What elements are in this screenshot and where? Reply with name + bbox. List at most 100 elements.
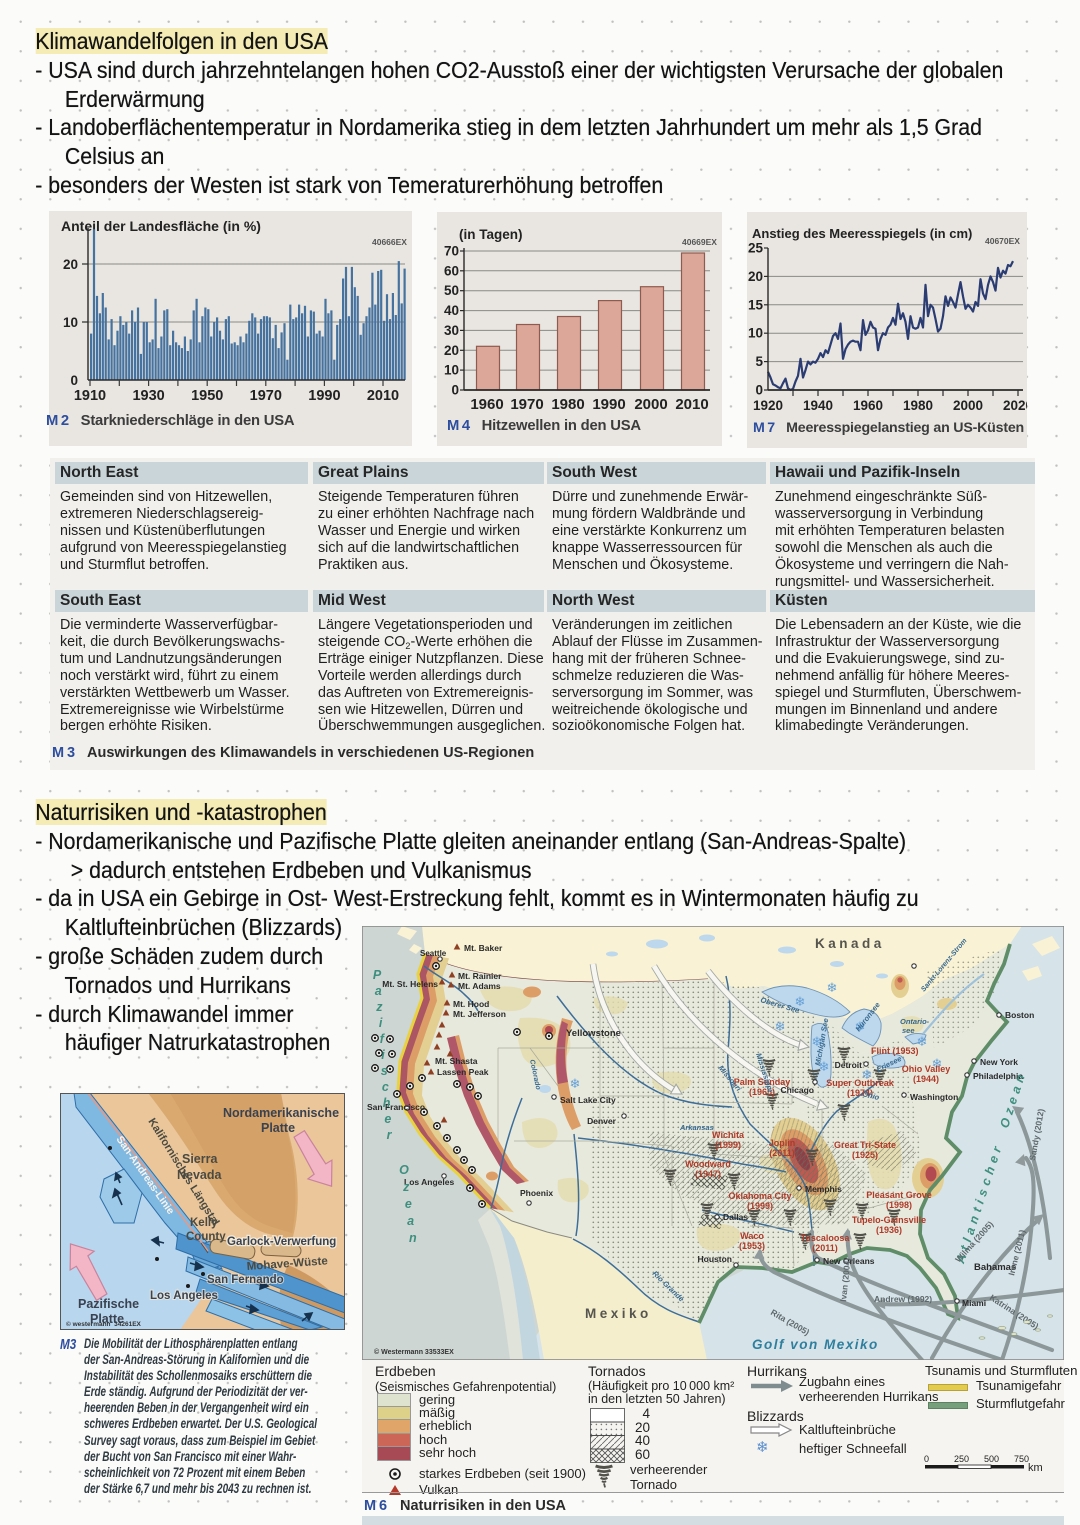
svg-text:Miami: Miami <box>962 1298 986 1308</box>
svg-text:(1974): (1974) <box>847 1088 873 1098</box>
svg-text:Los Angeles: Los Angeles <box>150 1290 218 1302</box>
svg-text:Chicago: Chicago <box>780 1085 814 1095</box>
svg-text:Golf von Mexiko: Golf von Mexiko <box>752 1337 879 1352</box>
svg-text:(1999): (1999) <box>715 1140 741 1150</box>
svg-text:Tuscaloosa: Tuscaloosa <box>801 1233 851 1243</box>
svg-text:Sierra: Sierra <box>182 1152 218 1166</box>
svg-text:Platte: Platte <box>261 1121 295 1135</box>
svg-text:40670EX: 40670EX <box>985 236 1020 246</box>
svg-text:Ohio Valley: Ohio Valley <box>902 1064 951 1074</box>
svg-text:i: i <box>381 1048 385 1062</box>
svg-text:❄︎: ❄︎ <box>917 1034 928 1049</box>
svg-text:Great Tri-State: Great Tri-State <box>834 1140 896 1150</box>
svg-text:❄︎: ❄︎ <box>570 1076 581 1091</box>
svg-text:Mt. Hood: Mt. Hood <box>453 999 489 1009</box>
svg-text:© Westermann 33533EX: © Westermann 33533EX <box>374 1348 454 1356</box>
svg-text:Nordamerikanische: Nordamerikanische <box>223 1106 339 1120</box>
svg-text:Platte: Platte <box>90 1312 124 1326</box>
svg-text:1950: 1950 <box>191 388 223 404</box>
svg-text:❄︎: ❄︎ <box>932 1056 943 1071</box>
svg-text:Garlock-Verwerfung: Garlock-Verwerfung <box>227 1236 336 1248</box>
svg-text:2010: 2010 <box>675 396 708 413</box>
svg-text:(1999): (1999) <box>747 1201 773 1211</box>
svg-text:1990: 1990 <box>308 388 340 404</box>
svg-text:Mohave-Wüste: Mohave-Wüste <box>246 1255 328 1273</box>
svg-text:(2011): (2011) <box>812 1243 838 1253</box>
svg-text:a: a <box>407 1214 414 1228</box>
svg-text:Mt. Jefferson: Mt. Jefferson <box>453 1009 506 1019</box>
svg-text:© westermann 34261EX: © westermann 34261EX <box>66 1320 142 1328</box>
svg-text:z: z <box>402 1180 410 1194</box>
svg-text:Flint (1953): Flint (1953) <box>871 1046 919 1056</box>
svg-text:Pazifische: Pazifische <box>78 1297 139 1311</box>
svg-text:25: 25 <box>748 241 764 256</box>
svg-text:e: e <box>405 1197 412 1211</box>
svg-text:250: 250 <box>954 1454 969 1464</box>
svg-text:Arkansas: Arkansas <box>679 1123 714 1132</box>
svg-text:20: 20 <box>444 343 459 358</box>
svg-text:e: e <box>384 1112 391 1126</box>
svg-text:30: 30 <box>444 323 459 338</box>
svg-text:1970: 1970 <box>250 388 282 404</box>
svg-text:1960: 1960 <box>470 396 503 413</box>
svg-text:Detroit: Detroit <box>835 1060 863 1070</box>
svg-text:2010: 2010 <box>367 388 399 404</box>
svg-text:Ontario-: Ontario- <box>900 1017 930 1026</box>
svg-text:❄︎: ❄︎ <box>812 1034 823 1049</box>
svg-text:50: 50 <box>444 283 459 298</box>
svg-text:1930: 1930 <box>132 388 164 404</box>
svg-text:1980: 1980 <box>551 396 584 413</box>
svg-text:s: s <box>381 1064 388 1078</box>
svg-text:(1965): (1965) <box>749 1087 775 1097</box>
svg-text:Kanada: Kanada <box>815 936 885 951</box>
svg-text:40666EX: 40666EX <box>372 237 407 247</box>
svg-text:15: 15 <box>748 297 764 312</box>
svg-text:Mexiko: Mexiko <box>585 1306 652 1321</box>
svg-text:Dallas: Dallas <box>723 1212 748 1222</box>
svg-text:(2011): (2011) <box>769 1148 795 1158</box>
svg-text:Pleasant Grove: Pleasant Grove <box>866 1190 932 1200</box>
svg-text:0: 0 <box>924 1454 929 1464</box>
svg-text:San Francisco: San Francisco <box>367 1102 425 1112</box>
svg-text:Andrew (1992): Andrew (1992) <box>874 1294 932 1304</box>
svg-text:Nevada: Nevada <box>177 1168 223 1182</box>
svg-text:Super Outbreak: Super Outbreak <box>826 1078 895 1088</box>
svg-text:Wichita: Wichita <box>712 1130 745 1140</box>
svg-text:Memphis: Memphis <box>805 1184 842 1194</box>
svg-text:1920: 1920 <box>753 398 783 413</box>
svg-text:❄︎: ❄︎ <box>795 994 806 1009</box>
svg-text:Phoenix: Phoenix <box>520 1188 553 1198</box>
svg-text:Salt Lake City: Salt Lake City <box>560 1095 616 1105</box>
svg-text:Bahamas: Bahamas <box>974 1262 1016 1273</box>
svg-text:2000: 2000 <box>953 398 983 413</box>
svg-text:Tupelo-Gainsville: Tupelo-Gainsville <box>852 1215 926 1225</box>
svg-text:1960: 1960 <box>853 398 883 413</box>
svg-text:P: P <box>373 968 382 982</box>
svg-text:(1998): (1998) <box>886 1200 912 1210</box>
svg-text:Mt. Shasta: Mt. Shasta <box>435 1056 478 1066</box>
svg-text:i: i <box>379 1016 383 1030</box>
svg-text:Ivan (2004): Ivan (2004) <box>838 1257 853 1302</box>
svg-text:2000: 2000 <box>634 396 667 413</box>
svg-text:40: 40 <box>444 303 459 318</box>
svg-text:1910: 1910 <box>74 388 106 404</box>
svg-text:(in Tagen): (in Tagen) <box>459 227 523 242</box>
svg-text:New Orleans: New Orleans <box>823 1256 875 1266</box>
svg-text:❄︎: ❄︎ <box>827 980 838 995</box>
svg-text:750: 750 <box>1014 1454 1029 1464</box>
svg-text:40669EX: 40669EX <box>682 237 717 247</box>
svg-text:r: r <box>387 1128 393 1142</box>
svg-text:(1944): (1944) <box>913 1074 939 1084</box>
svg-text:z: z <box>375 1000 383 1014</box>
svg-text:500: 500 <box>984 1454 999 1464</box>
svg-text:Houston: Houston <box>698 1254 732 1264</box>
svg-text:60: 60 <box>444 263 459 278</box>
svg-text:County: County <box>186 1231 226 1243</box>
svg-text:km: km <box>1028 1462 1043 1474</box>
svg-text:0: 0 <box>451 383 459 398</box>
svg-text:Woodward: Woodward <box>685 1159 731 1169</box>
svg-text:❄︎: ❄︎ <box>862 1067 873 1082</box>
svg-text:(1936): (1936) <box>876 1225 902 1235</box>
svg-text:Washington: Washington <box>910 1092 958 1102</box>
svg-text:Kelly: Kelly <box>190 1217 218 1229</box>
